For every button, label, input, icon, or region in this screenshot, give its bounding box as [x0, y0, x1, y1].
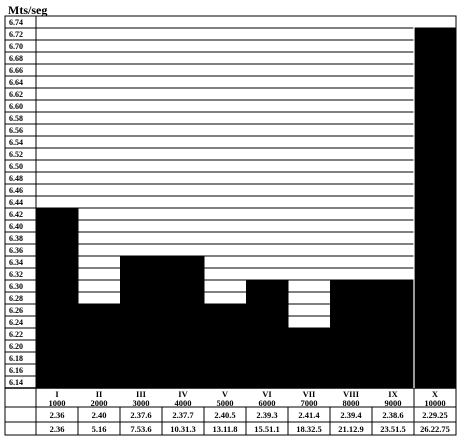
category-label: II — [96, 389, 103, 399]
cumulative-time: 13.11.8 — [212, 424, 237, 434]
y-tick-label: 6.74 — [9, 18, 23, 27]
distance-label: 8000 — [343, 398, 360, 408]
y-tick-label: 6.28 — [9, 294, 23, 303]
y-tick-label: 6.72 — [9, 30, 23, 39]
y-tick-label: 6.18 — [9, 354, 23, 363]
y-tick-label: 6.34 — [9, 258, 23, 267]
cumulative-time: 18.32.5 — [296, 424, 322, 434]
split-time: 2.40.5 — [214, 410, 235, 420]
y-tick-label: 6.68 — [9, 54, 23, 63]
bars — [36, 28, 457, 388]
category-label: VIII — [343, 389, 360, 399]
distance-label: 2000 — [91, 398, 108, 408]
bar-X — [414, 28, 457, 388]
chart-frame — [4, 15, 457, 436]
cumulative-time: 23.51.5 — [380, 424, 406, 434]
y-tick-label: 6.46 — [9, 186, 23, 195]
distance-label: 6000 — [259, 398, 276, 408]
bar-VII — [288, 328, 331, 388]
bar-III — [120, 256, 163, 388]
cumulative-time: 7.53.6 — [130, 424, 151, 434]
split-time: 2.39.4 — [340, 410, 362, 420]
cumulative-time: 21.12.9 — [338, 424, 364, 434]
split-time: 2.29.25 — [422, 410, 448, 420]
y-tick-label: 6.48 — [9, 174, 23, 183]
y-tick-label: 6.62 — [9, 90, 23, 99]
data-table-grid — [5, 16, 456, 435]
y-tick-label: 6.16 — [9, 366, 23, 375]
split-time: 2.37.6 — [130, 410, 151, 420]
y-tick-label: 6.20 — [9, 342, 23, 351]
distance-label: 3000 — [133, 398, 150, 408]
category-label: VI — [262, 389, 272, 399]
y-axis-label: Mts/seg — [8, 3, 47, 17]
y-tick-label: 6.36 — [9, 246, 23, 255]
cumulative-time: 15.51.1 — [254, 424, 280, 434]
y-tick-label: 6.60 — [9, 102, 23, 111]
y-tick-label: 6.66 — [9, 66, 23, 75]
y-tick-label: 6.30 — [9, 282, 23, 291]
split-time: 2.41.4 — [298, 410, 320, 420]
category-label: X — [432, 389, 439, 399]
y-tick-label: 6.70 — [9, 42, 23, 51]
cumulative-time: 26.22.75 — [420, 424, 450, 434]
category-label: VII — [303, 389, 316, 399]
y-tick-labels: 6.74 6.72 6.70 6.68 6.66 6.64 6.62 6.60 6.58 6.56… — [9, 18, 23, 387]
distance-label: 7000 — [301, 398, 318, 408]
split-time: 2.40 — [92, 410, 107, 420]
y-tick-label: 6.64 — [9, 78, 23, 87]
y-tick-label: 6.32 — [9, 270, 23, 279]
distance-label: 4000 — [175, 398, 192, 408]
y-tick-label: 6.26 — [9, 306, 23, 315]
y-tick-label: 6.24 — [9, 318, 23, 327]
split-time: 2.39.3 — [256, 410, 277, 420]
category-label: IV — [178, 389, 188, 399]
y-tick-label: 6.44 — [9, 198, 23, 207]
bar-VI — [246, 280, 289, 388]
distance-label: 1000 — [49, 398, 66, 408]
category-label: I — [55, 389, 59, 399]
split-time: 2.36 — [50, 410, 65, 420]
y-tick-label: 6.14 — [9, 378, 23, 387]
cumulative-time: 10.31.3 — [170, 424, 196, 434]
bar-V — [204, 304, 247, 388]
y-tick-label: 6.50 — [9, 162, 23, 171]
bar-IX — [372, 280, 415, 388]
distance-label: 9000 — [385, 398, 402, 408]
split-time: 2.37.7 — [172, 410, 194, 420]
y-tick-label: 6.42 — [9, 210, 23, 219]
y-tick-label: 6.58 — [9, 114, 23, 123]
category-label: III — [136, 389, 147, 399]
y-tick-label: 6.38 — [9, 234, 23, 243]
distance-label: 10000 — [424, 398, 445, 408]
y-tick-label: 6.52 — [9, 150, 23, 159]
category-label: V — [222, 389, 229, 399]
y-tick-label: 6.22 — [9, 330, 23, 339]
split-time: 2.38.6 — [382, 410, 403, 420]
cumulative-time: 5.16 — [92, 424, 107, 434]
cumulative-time: 2.36 — [50, 424, 65, 434]
bar-I — [36, 208, 79, 388]
y-tick-label: 6.40 — [9, 222, 23, 231]
y-tick-label: 6.54 — [9, 138, 23, 147]
bar-II — [78, 304, 121, 388]
bar-VIII — [330, 280, 373, 388]
y-tick-label: 6.56 — [9, 126, 23, 135]
category-label: IX — [388, 389, 398, 399]
distance-label: 5000 — [217, 398, 234, 408]
bar-IV — [162, 256, 205, 388]
